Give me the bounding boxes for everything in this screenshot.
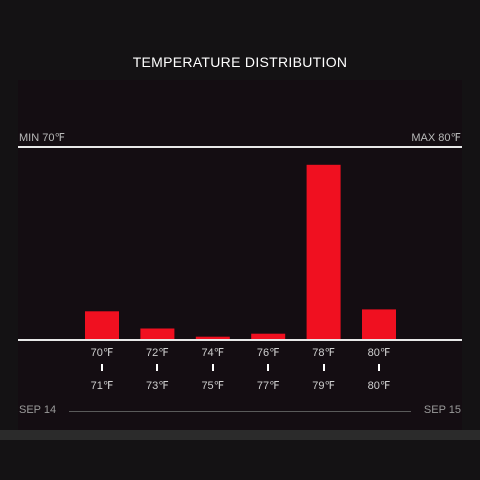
bin-high-label-5: 80℉ [367, 380, 391, 392]
bar-0 [85, 311, 119, 339]
bin-low-label-2: 74℉ [201, 347, 225, 359]
date-range-line [69, 411, 411, 412]
bin-tick-4 [322, 364, 325, 371]
bin-tick-0 [101, 364, 103, 371]
bin-high-label-1: 73℉ [146, 380, 169, 392]
bar-2 [195, 336, 230, 339]
footer [0, 440, 480, 480]
bin-low-label-3: 76℉ [256, 347, 280, 359]
bin-high-label-4: 79℉ [312, 380, 335, 392]
date-end: SEP 15 [423, 404, 461, 416]
bar-1 [140, 328, 175, 339]
bin-high-label-0: 71℉ [90, 380, 114, 392]
date-start: SEP 14 [19, 404, 57, 416]
bin-high-label-2: 75℉ [201, 380, 225, 392]
bin-low-label-1: 72℉ [146, 347, 169, 359]
bin-low-label-4: 78℉ [312, 347, 335, 359]
min-temperature-label: MIN 70℉ [19, 132, 65, 144]
max-line [18, 146, 462, 148]
plot-area [18, 80, 462, 430]
bin-high-label-3: 77℉ [256, 380, 280, 392]
bar-4 [306, 164, 341, 339]
baseline [18, 339, 462, 341]
bin-tick-3 [267, 364, 270, 371]
bar-3 [251, 333, 286, 339]
bin-low-label-0: 70℉ [90, 347, 114, 359]
bin-tick-5 [378, 364, 380, 371]
max-temperature-label: MAX 80℉ [411, 132, 461, 144]
bar-5 [362, 309, 396, 339]
footer-strip [0, 430, 480, 440]
bin-low-label-5: 80℉ [367, 347, 391, 359]
bin-tick-1 [156, 364, 159, 371]
chart-title: TEMPERATURE DISTRIBUTION [132, 54, 348, 70]
bin-tick-2 [211, 364, 214, 371]
